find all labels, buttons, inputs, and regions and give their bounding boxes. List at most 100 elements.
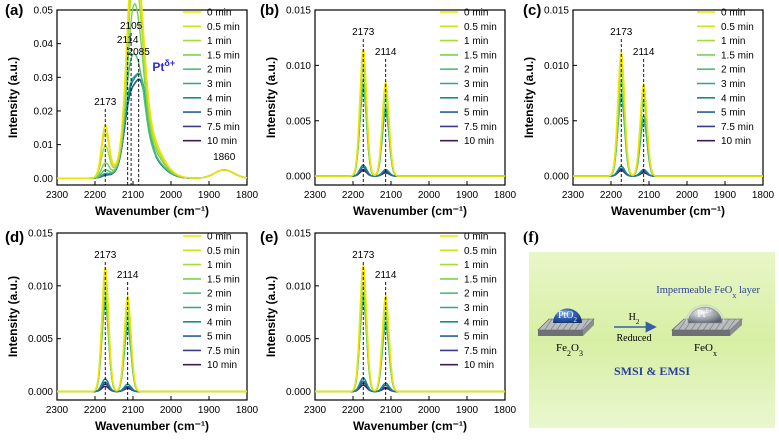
series-line-5-min [315,380,505,393]
x-tick-label: 1900 [714,190,737,201]
legend-label: 1.5 min [721,50,754,61]
legend: 0 min 0.5 min 1 min 1.5 min 2 min 3 min 4 min 5… [697,8,754,147]
legend-label: 1 min [464,36,488,47]
x-tick-label: 2100 [638,190,661,201]
legend-label: 7.5 min [464,122,497,133]
legend-label: 3 min [464,79,488,90]
legend-label: 4 min [464,93,488,104]
series-line-0-min [57,266,247,393]
legend: 0 min 0.5 min 1 min 1.5 min 2 min 3 min 4 min 5… [183,232,240,371]
x-tick-label: 2000 [418,405,441,416]
svg-text:Ptδ+: Ptδ+ [697,307,713,320]
x-tick-label: 1900 [456,405,479,416]
x-axis-title: Wavenumber (cm⁻¹) [95,204,209,218]
legend-label: 1 min [207,36,231,47]
legend-label: 1 min [464,260,488,271]
peak-label-2173: 2173 [352,250,375,261]
peak-label-2173: 2173 [352,27,375,38]
y-tick-label: 0.04 [34,39,54,50]
legend-label: 0 min [464,8,488,19]
y-tick-label: 0.01 [34,140,54,151]
svg-text:PtO2: PtO2 [558,310,578,324]
panel-letter: (d) [5,229,24,246]
plot-frame [572,9,764,186]
feox-label: FeOx [694,342,717,358]
series-line-0-min [315,264,505,393]
series-lines [57,0,248,180]
peak-label-2085: 2085 [128,47,151,58]
legend-label: 0.5 min [721,22,754,33]
legend-label: 3 min [207,79,231,90]
panel-letter: (a) [5,2,23,19]
x-tick-label: 2000 [418,190,441,201]
plot-frame [56,9,248,186]
x-axis-title: Wavenumber (cm⁻¹) [611,204,725,218]
panel-1: (a) 2300 2200 2100 2000 1900 1800 0.00 0.01 0.02 0… [5,0,259,218]
series-line-7-5-min [57,383,247,393]
series-line-7-5-min [315,382,505,393]
x-tick-label: 1800 [494,190,517,201]
panel-f-background [529,252,775,428]
y-tick-label: 0.010 [544,61,569,72]
x-tick-label: 2300 [46,405,69,416]
peak-label-2114: 2114 [117,35,139,46]
x-tick-label: 1800 [752,190,775,201]
y-axis-title: Intensity (a.u.) [6,276,20,357]
series-line-0-min [573,51,763,177]
peak-label-2173: 2173 [610,27,633,38]
y-tick-label: 0.000 [544,172,569,183]
x-tick-label: 2200 [342,405,365,416]
series-line-7-5-min [573,168,763,177]
x-tick-label: 2000 [160,190,183,201]
y-tick-label: 0.010 [286,61,311,72]
x-tick-label: 1800 [236,190,259,201]
plot-frame [314,9,506,186]
pt-delta-particle: Ptδ+ [685,304,725,324]
panel-2: (b) 2300 2200 2100 2000 1900 1800 0.000 0.005 0.0… [260,2,517,218]
panel-f-letter: (f) [523,229,539,246]
legend-label: 7.5 min [207,122,240,133]
y-tick-label: 0.02 [34,106,54,117]
h2-label: H2 [629,312,640,326]
series-lines [573,51,763,177]
legend-label: 5 min [207,332,231,343]
y-axis-title: Intensity (a.u.) [264,276,278,357]
x-tick-label: 2300 [304,190,327,201]
reduced-label: Reduced [617,333,652,344]
series-lines [315,264,505,393]
legend-label: 4 min [721,93,745,104]
y-tick-label: 0.010 [286,281,311,292]
legend-label: 0 min [721,8,745,19]
x-tick-label: 2100 [122,190,145,201]
panel-letter: (e) [260,229,278,246]
series-lines [315,48,505,177]
pto2-particle: PtO2 [553,308,582,324]
series-lines [57,266,247,393]
legend-label: 2 min [721,65,745,76]
x-tick-label: 1900 [456,190,479,201]
legend-label: 5 min [464,332,488,343]
legend-label: 2 min [207,289,231,300]
y-tick-label: 0.00 [34,174,54,185]
legend-label: 3 min [464,303,488,314]
series-line-4-min [573,165,763,177]
legend-label: 7.5 min [721,122,754,133]
series-line-5-min [57,381,247,393]
legend-label: 1.5 min [464,274,497,285]
legend-label: 4 min [207,317,231,328]
fe2o3-label: Fe2O3 [556,342,583,358]
peak-label-2173: 2173 [94,250,117,261]
x-tick-label: 2200 [84,405,107,416]
series-line-2-min [573,90,763,177]
plot-frame [314,232,506,401]
legend-label: 2 min [464,289,488,300]
series-line-10-min [315,169,505,177]
peak-label-2105: 2105 [120,21,143,32]
series-line-4-min [315,377,505,393]
y-tick-label: 0.005 [286,116,311,127]
legend-label: 10 min [721,136,751,147]
x-axis-title: Wavenumber (cm⁻¹) [95,419,209,433]
y-tick-label: 0.015 [286,6,311,17]
legend-label: 1.5 min [207,274,240,285]
legend-label: 7.5 min [207,346,240,357]
